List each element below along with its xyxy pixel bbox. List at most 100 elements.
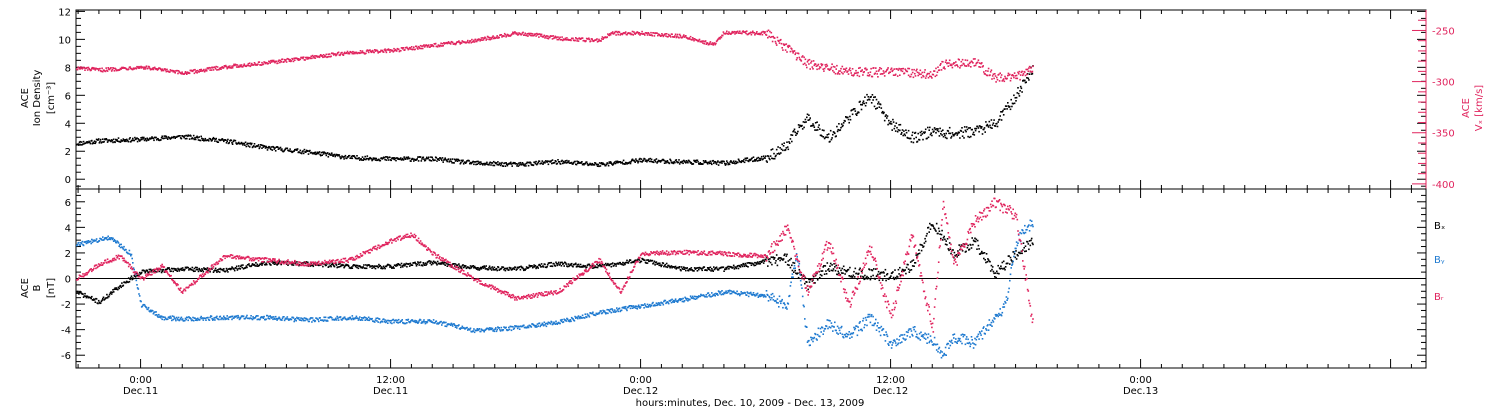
data-point [894,130,897,132]
data-point [182,135,185,138]
data-point [309,57,312,60]
data-point [584,265,587,267]
data-point [605,164,607,167]
data-point [402,157,404,160]
data-point [328,55,330,58]
data-point [572,163,574,165]
data-point [424,159,427,162]
data-point [352,317,354,320]
data-point [104,237,107,239]
data-point [603,163,606,166]
data-point [276,319,278,321]
data-point [368,264,371,266]
data-point [599,264,602,267]
data-point [205,319,207,321]
data-point [280,61,282,63]
data-point [859,100,861,103]
data-point [432,321,434,324]
data-point [377,321,379,323]
data-point [169,69,172,71]
data-point [974,129,977,132]
data-point [332,155,334,157]
data-point [747,266,749,268]
data-point [311,57,313,60]
data-point [384,267,386,270]
data-point [358,318,360,320]
data-point [271,59,274,62]
data-point [230,315,233,318]
data-point [419,156,422,158]
data-point [866,275,868,278]
data-point [226,269,228,271]
data-point [1000,119,1003,121]
data-point [703,266,706,268]
data-point [215,137,217,140]
data-point [994,125,997,127]
data-point [430,45,433,47]
data-point [397,48,400,50]
data-point [1027,70,1030,73]
data-point [445,325,448,328]
data-point [572,37,574,40]
data-point [406,158,409,160]
data-point [969,127,971,129]
data-point [787,260,790,262]
vx-tick-label: -300 [1432,78,1455,89]
data-point [645,159,647,162]
data-point [684,267,686,269]
data-point [979,125,982,128]
data-point [754,264,757,267]
data-point [443,42,445,44]
data-point [436,322,439,324]
data-point [697,40,699,43]
data-point [480,268,483,270]
data-point [129,278,131,281]
data-point [552,35,554,37]
data-point [346,157,348,160]
data-point [558,37,561,40]
data-point [381,49,384,52]
data-point [446,160,449,163]
data-point [184,137,187,140]
data-point [90,69,92,71]
data-point [665,35,667,37]
data-point [121,247,124,249]
data-point [1024,245,1027,247]
data-point [546,264,549,266]
data-point [531,33,534,35]
data-point [594,162,597,165]
data-point [872,274,874,277]
data-point [693,38,696,40]
data-point [834,66,836,68]
data-point [443,263,445,265]
data-point [562,162,564,165]
data-point [651,259,654,262]
data-point [186,137,188,140]
data-point [339,156,341,158]
data-point [904,134,906,137]
data-point [277,262,280,265]
data-point [966,128,969,131]
data-point [708,43,710,46]
data-point [219,315,222,318]
data-point [791,50,794,52]
data-point [596,38,598,40]
data-point [91,238,93,241]
data-point [632,34,634,36]
data-point [137,288,140,290]
data-point [454,324,456,326]
data-point [711,163,713,166]
data-point [145,65,148,67]
data-point [325,53,328,56]
data-point [963,64,966,67]
data-point [699,162,701,164]
data-point [242,64,245,67]
data-point [784,49,787,51]
data-point [342,317,345,320]
data-point [890,275,892,277]
data-point [730,32,733,34]
data-point [978,130,980,133]
data-point [1000,74,1003,76]
data-point [858,272,860,275]
data-point [550,160,552,162]
